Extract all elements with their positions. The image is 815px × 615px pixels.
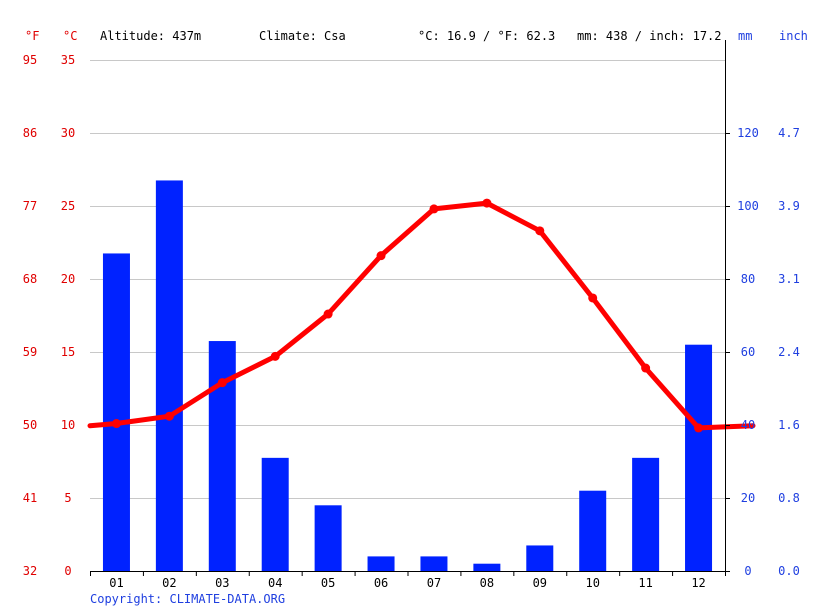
temperature-point (217, 378, 227, 388)
month-tick-label: 12 (691, 576, 705, 590)
mm-unit-label: mm (738, 29, 752, 43)
month-tick-label: 07 (427, 576, 441, 590)
precipitation-bar (579, 490, 607, 571)
temperature-point (641, 363, 651, 373)
fahrenheit-tick-label: 95 (23, 53, 37, 67)
inch-tick-label: 3.1 (778, 272, 800, 286)
precipitation-bar (367, 556, 395, 571)
inch-tick-label: 0.0 (778, 564, 800, 578)
fahrenheit-tick-label: 77 (23, 199, 37, 213)
temperature-point (482, 198, 492, 208)
precipitation-bar (632, 457, 660, 571)
axes (90, 40, 730, 576)
celsius-tick-label: 15 (61, 345, 75, 359)
month-tick-label: 02 (162, 576, 176, 590)
mm-tick-label: 20 (741, 491, 755, 505)
fahrenheit-tick-label: 32 (23, 564, 37, 578)
celsius-tick-label: 20 (61, 272, 75, 286)
temperature-point (323, 309, 333, 319)
inch-tick-label: 1.6 (778, 418, 800, 432)
month-tick-label: 06 (374, 576, 388, 590)
temperature-point (588, 293, 598, 303)
fahrenheit-unit-label: °F (25, 29, 39, 43)
temperature-point (111, 419, 121, 429)
temperature-point (429, 204, 439, 214)
precipitation-bars (102, 180, 713, 571)
fahrenheit-tick-label: 50 (23, 418, 37, 432)
month-tick-label: 04 (268, 576, 282, 590)
temperature-line-path (87, 200, 756, 431)
mm-tick-label: 100 (737, 199, 759, 213)
precipitation-bar (314, 505, 342, 571)
copyright-label: Copyright: CLIMATE-DATA.ORG (90, 592, 285, 606)
mm-tick-label: 120 (737, 126, 759, 140)
precipitation-bar (420, 556, 448, 571)
fahrenheit-tick-label: 68 (23, 272, 37, 286)
month-tick-label: 09 (533, 576, 547, 590)
temperature-point (164, 411, 174, 421)
temperature-line (87, 198, 756, 433)
celsius-tick-label: 25 (61, 199, 75, 213)
inch-tick-label: 4.7 (778, 126, 800, 140)
fahrenheit-tick-label: 86 (23, 126, 37, 140)
mm-tick-label: 80 (741, 272, 755, 286)
celsius-tick-label: 10 (61, 418, 75, 432)
temperature-point (270, 351, 280, 361)
grid-lines (90, 60, 725, 499)
precipitation-bar (261, 457, 289, 571)
celsius-tick-label: 30 (61, 126, 75, 140)
celsius-tick-label: 0 (64, 564, 71, 578)
fahrenheit-tick-label: 41 (23, 491, 37, 505)
average-temperature-label: °C: 16.9 / °F: 62.3 (418, 29, 555, 43)
precipitation-bar (685, 344, 713, 571)
month-tick-label: 10 (585, 576, 599, 590)
temperature-point (694, 423, 704, 433)
temperature-point (376, 251, 386, 261)
mm-tick-label: 40 (741, 418, 755, 432)
fahrenheit-tick-label: 59 (23, 345, 37, 359)
temperature-point (535, 226, 545, 236)
month-tick-label: 05 (321, 576, 335, 590)
month-tick-label: 11 (638, 576, 652, 590)
mm-tick-label: 0 (744, 564, 751, 578)
total-precipitation-label: mm: 438 / inch: 17.2 (577, 29, 722, 43)
inch-tick-label: 2.4 (778, 345, 800, 359)
precipitation-bar (155, 180, 183, 571)
celsius-tick-label: 35 (61, 53, 75, 67)
month-tick-label: 01 (109, 576, 123, 590)
precipitation-bar (102, 253, 130, 571)
tick-labels: 01 02 03 04 05 06 07 08 09 10 11 129586776859504132… (23, 53, 800, 590)
mm-tick-label: 60 (741, 345, 755, 359)
inch-unit-label: inch (779, 29, 808, 43)
inch-tick-label: 3.9 (778, 199, 800, 213)
climate-label: Climate: Csa (259, 29, 346, 43)
altitude-label: Altitude: 437m (100, 29, 201, 43)
month-tick-label: 08 (480, 576, 494, 590)
precipitation-bar (473, 563, 501, 571)
celsius-tick-label: 5 (64, 491, 71, 505)
precipitation-bar (526, 545, 554, 571)
inch-tick-label: 0.8 (778, 491, 800, 505)
month-tick-label: 03 (215, 576, 229, 590)
celsius-unit-label: °C (63, 29, 77, 43)
